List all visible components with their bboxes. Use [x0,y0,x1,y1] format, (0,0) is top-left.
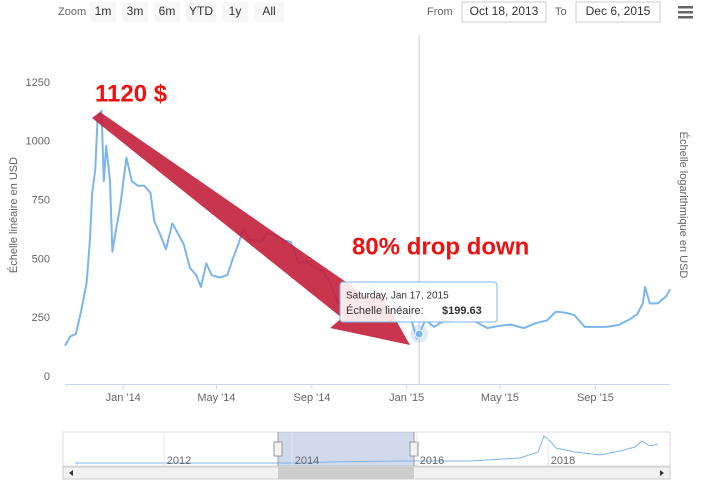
zoom-button[interactable] [186,2,216,22]
navigator-tick-label: 2014 [295,455,319,467]
from-label: From [427,6,453,18]
to-value: Dec 6, 2015 [586,4,651,18]
to-input[interactable] [575,1,661,23]
zoom-button[interactable] [154,2,180,22]
annotation: 1120 $ [95,80,168,107]
x-tick-label: May '14 [197,392,235,404]
tooltip-box [339,281,498,323]
zoom-button[interactable] [122,2,148,22]
zoom-button-label: 1m [95,4,112,18]
navigator-handle[interactable] [273,441,283,457]
x-tick-label: Jan '15 [389,392,424,404]
y-tick-label: 250 [32,312,50,324]
zoom-buttons: 1m 3m 6m YTD 1y All [90,2,284,22]
x-tick-label: May '15 [481,392,519,404]
tooltip-label: Échelle linéaire: [346,304,424,317]
menu-button[interactable] [678,6,693,19]
annotation-arrow [92,112,410,345]
y2-axis-title: Échelle logarithmique en USD [677,132,690,279]
x-tick-label: Sep '15 [577,392,614,404]
navigator-tick-label: 2016 [420,455,444,467]
zoom-label: Zoom [58,6,86,18]
scrollbar-thumb[interactable] [278,467,414,479]
navigator: 2012 2014 2016 2018 [62,431,671,480]
from-input[interactable] [461,1,547,23]
navigator-tick-label: 2018 [551,455,575,467]
navigator-line [75,435,659,464]
zoom-button-label: 3m [127,4,144,18]
from-value: Oct 18, 2013 [470,4,539,18]
navigator-handle[interactable] [409,441,419,457]
plot: 0 250 500 750 1000 1250 Jan '14 May '14 Sep '14 J… [26,77,671,404]
tooltip: Saturday, Jan 17, 2015 Échelle linéaire:… [339,281,498,323]
zoom-button[interactable] [254,2,284,22]
x-tick-label: Jan '14 [106,392,141,404]
zoom-button-label: 1y [229,4,242,18]
zoom-button[interactable] [90,2,116,22]
annotation: 80% drop down [352,233,529,260]
to-label: To [555,6,567,18]
y-tick-label: 500 [32,253,50,265]
y-tick-label: 1250 [26,77,50,89]
y-tick-label: 0 [44,371,50,383]
tooltip-value: $199.63 [442,305,482,317]
zoom-button[interactable] [222,2,248,22]
tooltip-header: Saturday, Jan 17, 2015 [346,291,449,302]
navigator-window[interactable] [278,432,414,466]
y-axis-title: Échelle linéaire en USD [7,157,20,273]
hover-point [414,329,424,339]
zoom-button-label: 6m [159,4,176,18]
y-tick-label: 750 [32,195,50,207]
x-tick-label: Sep '14 [293,392,330,404]
zoom-button-label: YTD [189,4,213,18]
navigator-tick-label: 2012 [167,455,191,467]
zoom-button-label: All [262,4,275,18]
y-tick-label: 1000 [26,136,50,148]
